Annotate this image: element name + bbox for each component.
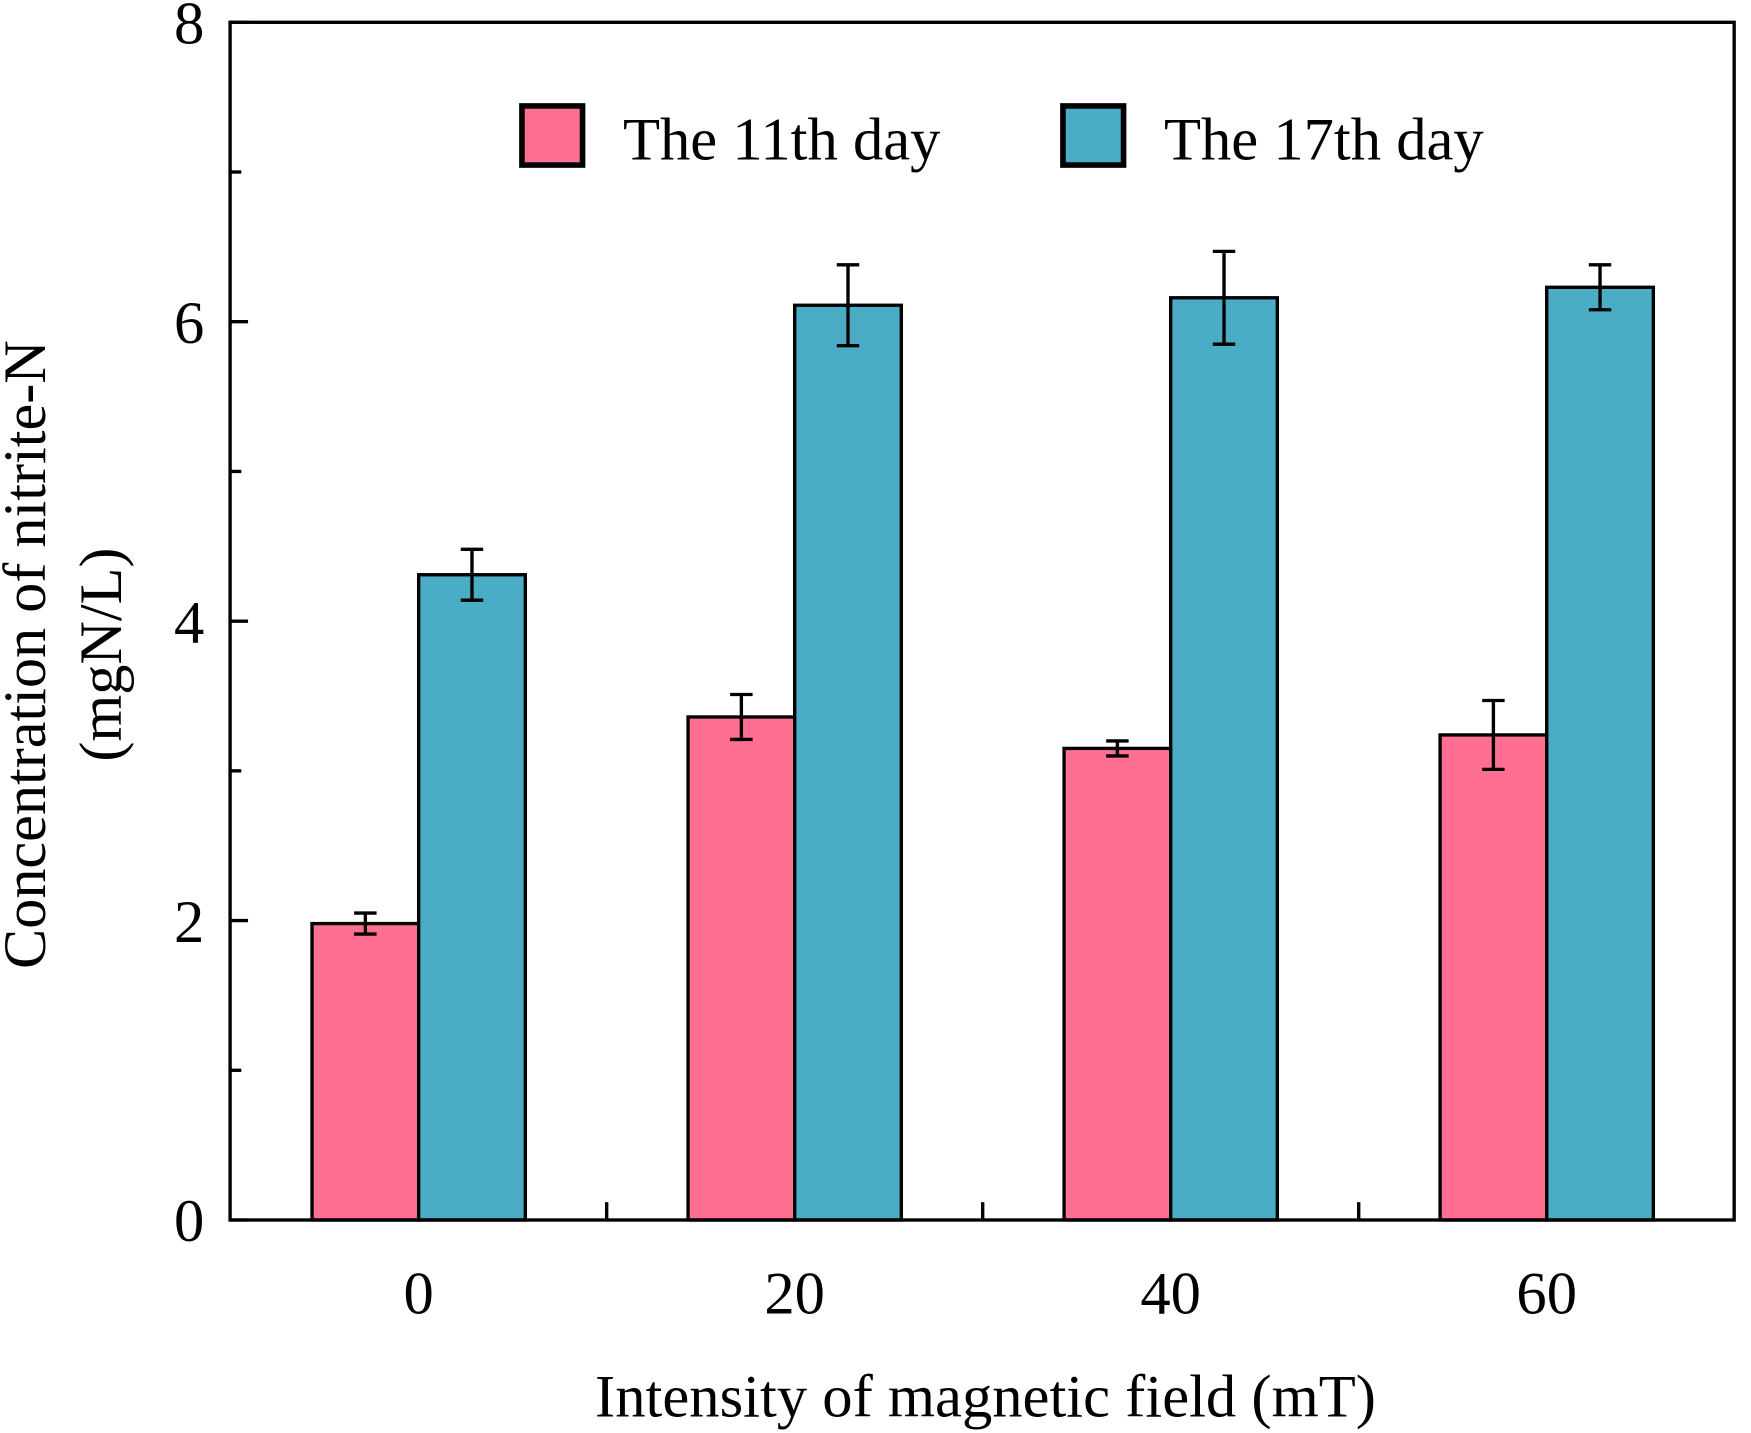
bar-11th-40 (1062, 746, 1173, 1222)
bars-layer: 0 20 40 60 (310, 249, 1656, 1328)
y-axis-label-line2: (mgN/L) (68, 548, 135, 762)
bar-11th-20 (686, 715, 797, 1222)
legend-label-17th: The 17th day (1164, 107, 1484, 174)
bar-11th-60 (1438, 733, 1549, 1222)
bar-17th-40 (1169, 296, 1280, 1222)
legend-swatch-17th (1060, 103, 1127, 168)
x-tick-label: 0 (404, 1261, 434, 1328)
bar-17th-0 (416, 573, 527, 1222)
x-tick-label: 20 (764, 1261, 825, 1328)
bar-11th-0 (310, 921, 421, 1222)
y-axis-label-line1: Concentration of nitrite-N (0, 340, 59, 969)
legend: The 11th day The 17th day (519, 103, 1484, 174)
y-tick-label: 2 (174, 889, 204, 956)
legend-label-11th: The 11th day (623, 107, 941, 174)
y-tick-label: 4 (174, 590, 204, 657)
x-tick-label: 40 (1140, 1261, 1201, 1328)
ticks-layer: 0 2 4 6 8 (174, 0, 1361, 1255)
x-axis-label: Intensity of magnetic field (mT) (595, 1363, 1376, 1430)
y-tick-label: 0 (174, 1188, 204, 1255)
legend-swatch-11th (519, 103, 586, 168)
x-tick-label: 60 (1516, 1261, 1577, 1328)
y-tick-label: 8 (174, 0, 204, 57)
bar-17th-20 (793, 303, 903, 1222)
y-tick-label: 6 (174, 290, 204, 357)
bar-17th-60 (1545, 285, 1656, 1222)
